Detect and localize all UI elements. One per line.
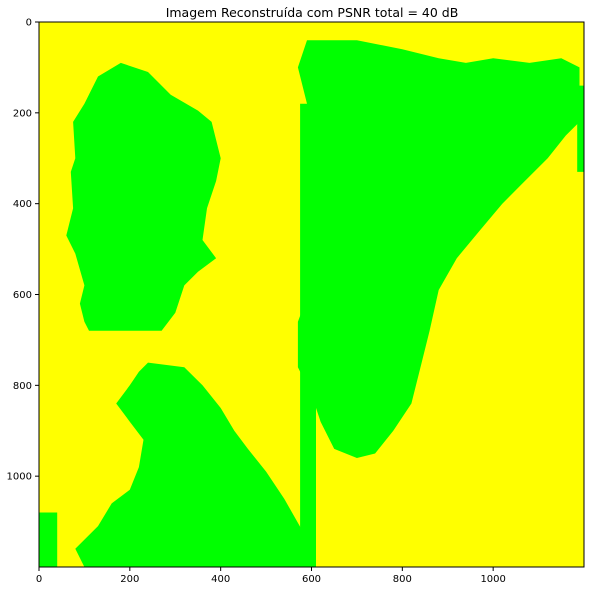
y-tick-label: 0: [26, 18, 32, 29]
x-tick-label: 600: [302, 574, 321, 585]
y-tick-label: 400: [13, 199, 32, 210]
x-tick-label: 800: [393, 574, 412, 585]
x-tick-label: 0: [36, 574, 42, 585]
x-tick-label: 200: [120, 574, 139, 585]
chart-title: Imagem Reconstruída com PSNR total = 40 …: [166, 5, 459, 20]
region-head-left: [66, 62, 221, 331]
y-tick-label: 800: [13, 381, 32, 392]
x-axis: 0 200 400 600 800 1000: [36, 567, 506, 585]
y-tick-label: 200: [13, 108, 32, 119]
region-figure-bottom: [75, 362, 312, 567]
y-tick-label: 600: [13, 290, 32, 301]
y-tick-label: 1000: [7, 472, 32, 483]
region-blob-right: [297, 40, 580, 458]
x-tick-label: 400: [211, 574, 230, 585]
y-axis: 0 200 400 600 800 1000: [7, 18, 39, 483]
region-left-edge-strip: [39, 512, 58, 567]
plot-area: [38, 21, 585, 568]
x-tick-label: 1000: [480, 574, 505, 585]
region-strip-mid: [300, 103, 316, 568]
region-right-notch: [577, 85, 584, 172]
